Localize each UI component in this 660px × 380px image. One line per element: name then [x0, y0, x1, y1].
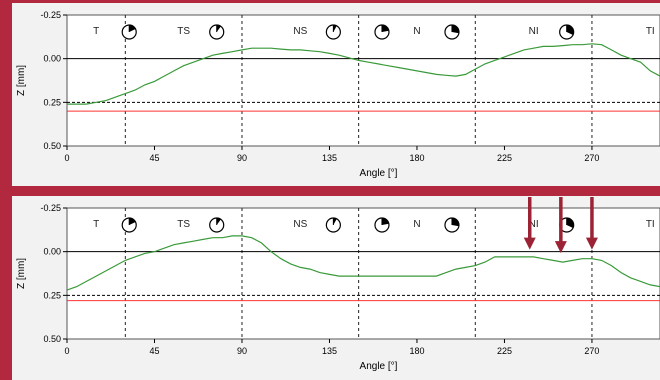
sector-label: TS	[177, 219, 190, 230]
sector-eye-icon	[559, 217, 575, 233]
sector-eye-icon	[325, 217, 341, 233]
x-tick-label: 180	[409, 346, 424, 356]
sector-eye-icon	[209, 217, 225, 233]
y-axis-label: Z [mm]	[16, 65, 27, 96]
y-tick-label: -0.25	[40, 10, 61, 20]
sector-eye-icon	[121, 24, 137, 40]
sector-eye-icon	[559, 24, 575, 40]
x-tick-label: 135	[322, 153, 337, 163]
sector-label: T	[93, 219, 99, 230]
x-tick-label: 225	[497, 346, 512, 356]
y-tick-label: 0.25	[43, 290, 61, 300]
sector-eye-icon	[374, 24, 390, 40]
sector-eye-icon	[444, 217, 460, 233]
sector-eye-icon	[121, 217, 137, 233]
y-tick-label: 0.25	[43, 97, 61, 107]
sector-eye-icon	[444, 24, 460, 40]
x-tick-label: 135	[322, 346, 337, 356]
sector-label: T	[93, 26, 99, 37]
sector-label: NI	[529, 219, 539, 230]
y-tick-label: 0.50	[43, 141, 61, 151]
x-tick-label: 45	[149, 346, 159, 356]
x-tick-label: 180	[409, 153, 424, 163]
x-axis-label: Angle [°]	[360, 361, 398, 372]
bottom-chart-panel: T TS NS N NI TI -0.25 0.00 0.25 0.50 0 45 90 135 180 22…	[12, 196, 660, 380]
top-chart: T TS NS N NI TI -0.25 0.00 0.25 0.500 45 90 135 180 22…	[16, 10, 660, 179]
x-axis-label: Angle [°]	[360, 168, 398, 179]
sector-eye-icon	[209, 24, 225, 40]
series-line	[66, 235, 660, 291]
x-tick-label: 45	[149, 153, 159, 163]
x-tick-label: 270	[584, 346, 599, 356]
sector-label: N	[413, 219, 420, 230]
x-tick-label: 90	[237, 346, 247, 356]
sector-label: NS	[293, 26, 307, 37]
x-tick-label: 225	[497, 153, 512, 163]
sector-eye-icon	[325, 24, 341, 40]
sector-label: TS	[177, 26, 190, 37]
sector-eye-icon	[374, 217, 390, 233]
series-line	[67, 43, 660, 105]
annotation-arrow	[523, 197, 536, 250]
x-tick-label: 270	[584, 153, 599, 163]
annotation-arrow	[585, 197, 598, 250]
sector-label: N	[413, 26, 420, 37]
annotation-arrow	[554, 197, 567, 254]
sector-label: NS	[293, 219, 307, 230]
sector-label: NI	[529, 26, 539, 37]
y-tick-label: 0.00	[43, 54, 61, 64]
sector-label: TI	[646, 26, 655, 37]
x-tick-label: 0	[64, 153, 69, 163]
x-tick-label: 90	[237, 153, 247, 163]
x-tick-label: 0	[64, 346, 69, 356]
top-chart-panel: T TS NS N NI TI -0.25 0.00 0.25 0.50 0 45 90 135 180 22…	[12, 3, 660, 186]
y-tick-label: 0.00	[43, 247, 61, 257]
bottom-chart: T TS NS N NI TI -0.25 0.00 0.25 0.500 45 90 135 180 22…	[16, 197, 660, 372]
sector-label: TI	[646, 219, 655, 230]
y-tick-label: 0.50	[43, 334, 61, 344]
y-tick-label: -0.25	[40, 203, 61, 213]
y-axis-label: Z [mm]	[16, 258, 27, 289]
